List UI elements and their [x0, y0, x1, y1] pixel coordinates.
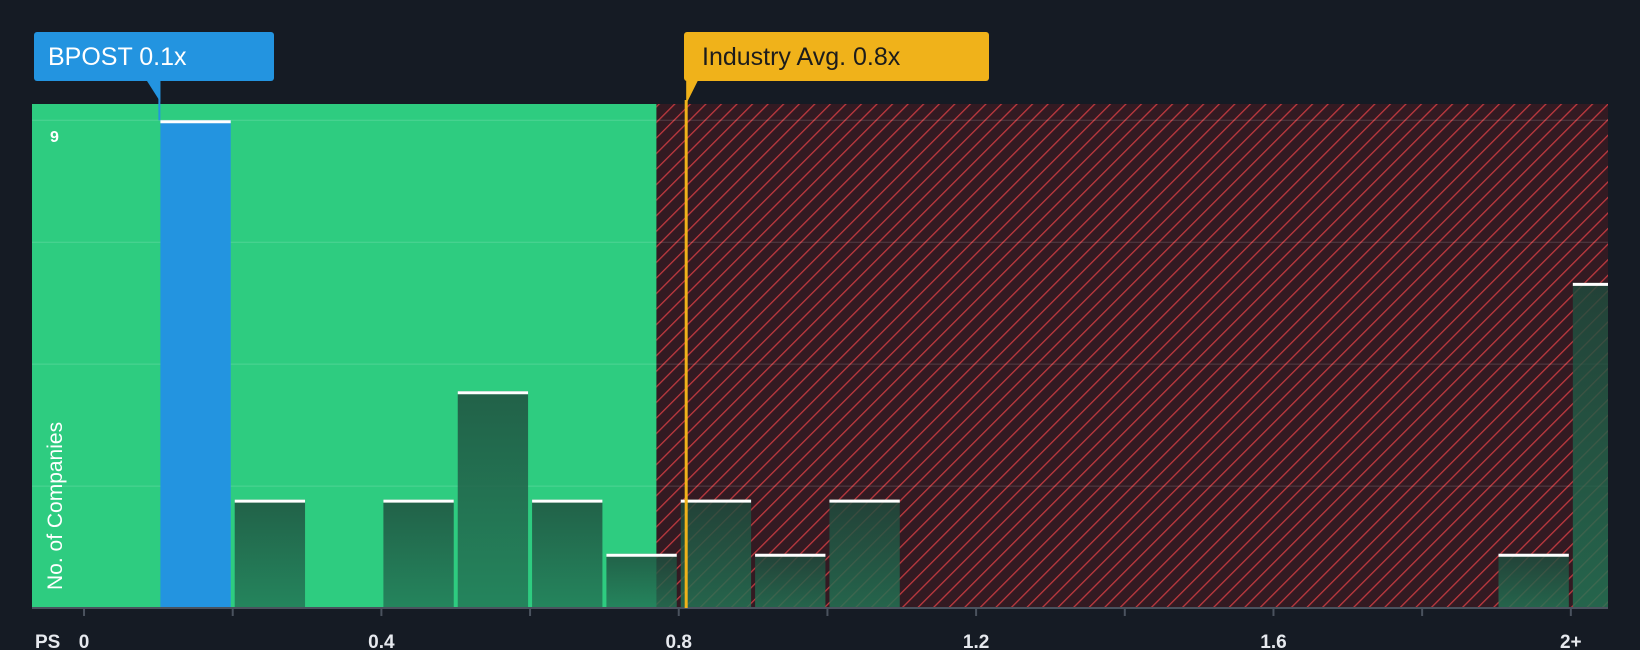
x-tick-label: 0 — [79, 632, 90, 650]
y-top-value-label: 9 — [50, 129, 59, 146]
bar — [1572, 282, 1608, 608]
bar — [234, 499, 306, 608]
industry-avg-callout-box — [684, 32, 989, 81]
subject-callout-pointer — [146, 80, 161, 102]
x-tick-label: 1.6 — [1260, 632, 1286, 650]
bars — [160, 120, 1608, 609]
bar — [755, 553, 826, 608]
bar — [457, 391, 529, 608]
subject-callout-box — [34, 32, 274, 81]
industry-avg-callout: Industry Avg. 0.8x — [684, 32, 989, 104]
bar — [532, 499, 603, 608]
industry-avg-callout-label: Industry Avg. 0.8x — [702, 43, 901, 71]
x-tick-label: 0.4 — [368, 632, 395, 650]
overvalued-zone — [656, 104, 1608, 608]
x-tick-label: 0.8 — [666, 632, 692, 650]
grid-lines — [32, 119, 1608, 487]
x-tick-label: 1.2 — [963, 632, 989, 650]
industry-avg-callout-pointer — [686, 80, 699, 104]
bar-subject — [160, 120, 231, 609]
bar — [1498, 553, 1569, 608]
x-axis-label: PS — [35, 632, 60, 650]
x-tick-label: 2+ — [1560, 632, 1582, 650]
y-axis-label: No. of Companies — [44, 422, 67, 590]
x-tick-labels: 0 0.4 0.8 1.2 1.6 2+ — [79, 632, 1582, 650]
x-ticks — [83, 608, 1572, 616]
bar — [680, 499, 752, 608]
subject-callout: BPOST 0.1x — [34, 32, 274, 121]
bar — [383, 499, 454, 608]
subject-callout-label: BPOST 0.1x — [48, 43, 187, 71]
bar — [829, 499, 900, 608]
bar — [606, 553, 677, 608]
